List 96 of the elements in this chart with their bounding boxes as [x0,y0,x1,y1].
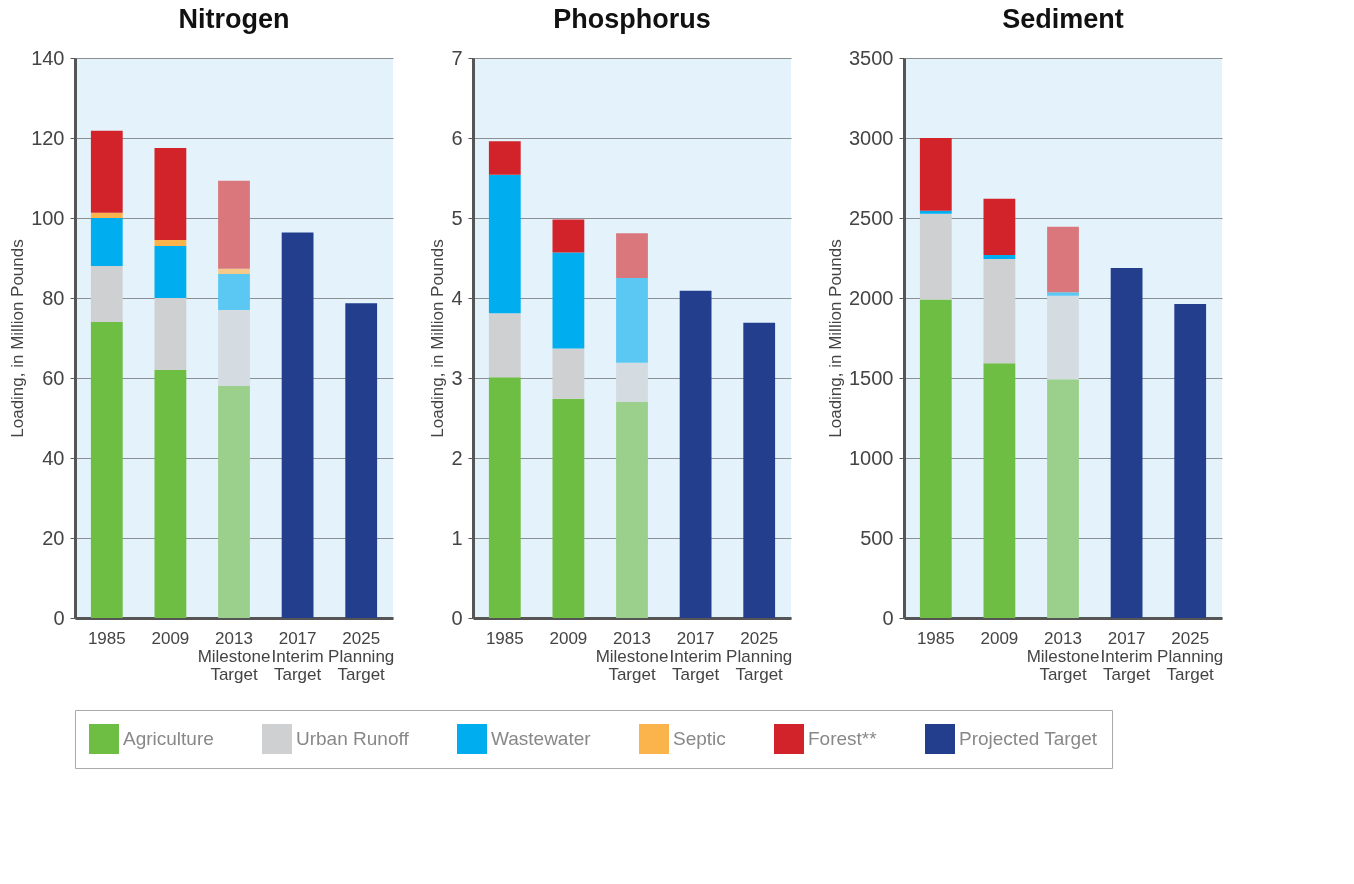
y-tick-label: 5 [451,206,463,229]
bar [218,274,250,310]
x-tick-label: 1985 [87,628,126,648]
y-tick-label: 100 [31,206,65,229]
bar [90,130,123,213]
x-tick-label: 2013 Milestone Target [197,628,271,684]
y-tick-label: 3000 [849,126,894,149]
bar [616,233,648,278]
bar [552,348,585,399]
chart-title: Nitrogen [178,4,290,34]
y-axis-title: Loading, in Million Pounds [826,239,846,438]
bar [552,398,585,618]
bar [919,138,952,211]
bar [983,198,1016,256]
x-tick-label: 2025 Planning Target [1157,628,1224,684]
y-tick-label: 7 [451,46,463,69]
bar [281,232,314,618]
x-tick-label: 1985 [485,628,524,648]
bar [218,386,250,618]
bar [345,303,378,618]
x-tick-label: 2013 Milestone Target [595,628,669,684]
bar [919,213,952,300]
x-tick-label: 2009 [151,628,190,648]
legend-label: Septic [673,728,726,749]
x-tick-label: 1985 [916,628,955,648]
y-tick-label: 3 [451,366,463,389]
legend-label: Forest** [808,728,878,749]
bar [1110,267,1143,618]
y-tick-label: 3500 [849,46,894,69]
bar [1047,292,1079,296]
y-tick-label: 0 [882,606,894,629]
bar [616,278,648,363]
bar [616,402,648,618]
bar [552,252,585,349]
y-tick-label: 60 [42,366,65,389]
bar [1047,226,1079,293]
bar [983,255,1016,260]
bar [552,219,585,253]
y-tick-label: 4 [451,286,463,309]
bar [488,174,521,314]
y-tick-label: 1000 [849,446,894,469]
bar [743,322,776,618]
chart-title: Sediment [1002,4,1124,34]
y-tick-label: 0 [451,606,463,629]
x-tick-label: 2017 Interim Target [669,628,722,684]
y-tick-label: 6 [451,126,463,149]
bar [919,299,952,618]
legend-label: Wastewater [491,728,592,749]
y-tick-label: 1 [451,526,463,549]
y-tick-label: 2000 [849,286,894,309]
bar [1047,295,1079,380]
bar [154,370,187,618]
bar [919,210,952,214]
bar [90,322,123,618]
bar [90,266,123,322]
y-axis-title: Loading, in Million Pounds [8,239,28,438]
bar [1174,303,1207,618]
y-axis-title: Loading, in Million Pounds [428,239,448,438]
x-tick-label: 2025 Planning Target [328,628,395,684]
bar [90,212,123,218]
legend-label: Agriculture [123,728,214,749]
x-tick-label: 2009 [980,628,1019,648]
bar [488,313,521,378]
y-tick-label: 2500 [849,206,894,229]
bar [1047,379,1079,618]
bar [679,290,712,618]
x-tick-label: 2013 Milestone Target [1026,628,1100,684]
y-tick-label: 500 [860,526,894,549]
bar [154,148,187,240]
legend-label: Projected Target [959,728,1098,749]
bar [154,246,187,298]
y-tick-label: 140 [31,46,65,69]
y-tick-label: 80 [42,286,65,309]
bar [218,310,250,386]
y-tick-label: 20 [42,526,65,549]
bar [983,363,1016,618]
bar [218,268,250,274]
y-tick-label: 120 [31,126,65,149]
bar [90,218,123,266]
x-tick-label: 2025 Planning Target [726,628,793,684]
x-tick-label: 2017 Interim Target [271,628,324,684]
bar [983,259,1016,364]
bar [154,240,187,246]
legend-label: Urban Runoff [296,728,410,749]
y-tick-label: 2 [451,446,463,469]
bar [616,362,648,402]
chart-title: Phosphorus [553,4,711,34]
y-tick-label: 1500 [849,366,894,389]
y-tick-label: 0 [53,606,65,629]
bar [488,377,521,618]
x-tick-label: 2017 Interim Target [1100,628,1153,684]
x-tick-label: 2009 [549,628,588,648]
bar [154,298,187,370]
bar [488,141,521,175]
y-tick-label: 40 [42,446,65,469]
bar [218,180,250,269]
